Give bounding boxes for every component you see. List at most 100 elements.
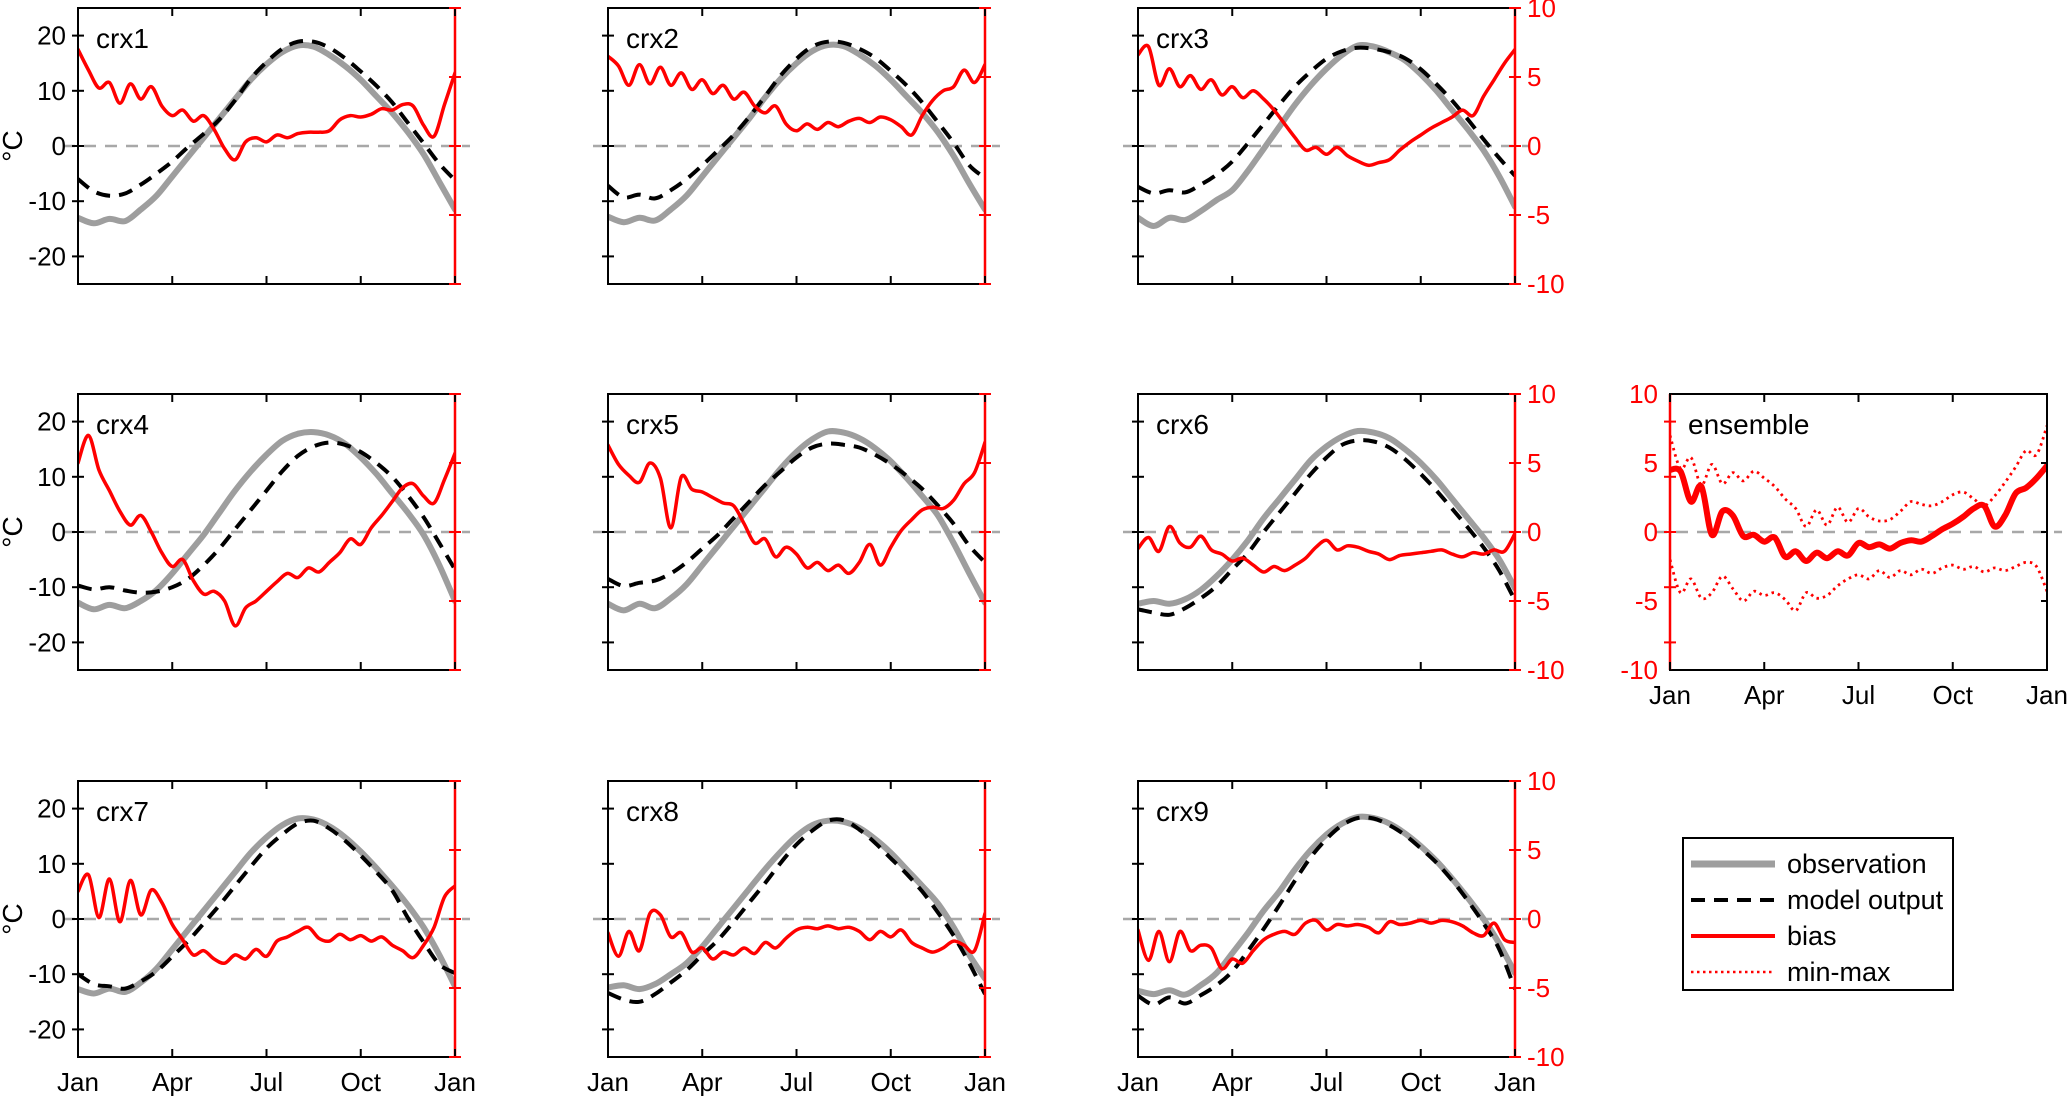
panel-title: crx1 — [96, 23, 149, 54]
x-tick-label: Jul — [780, 1067, 813, 1096]
ensemble-left-tick-label: 10 — [1629, 379, 1658, 409]
y-axis-label: °C — [0, 516, 28, 547]
right-tick-label: -10 — [1527, 655, 1565, 685]
ensemble-left-tick-label: -10 — [1620, 655, 1658, 685]
left-tick-label: -20 — [28, 1014, 66, 1044]
model-output-line — [1138, 45, 1515, 196]
left-tick-label: 20 — [37, 794, 66, 824]
x-tick-label: Apr — [152, 1067, 193, 1096]
panel-crx8: crx8 Jan Apr Jul Oct Jan — [587, 780, 1006, 1096]
legend-label: model output — [1787, 885, 1944, 915]
x-tick-label: Jan — [964, 1067, 1006, 1096]
panel-crx6: crx6 10 5 0 -5 -10 — [1123, 379, 1565, 685]
model-output-line — [608, 39, 985, 201]
left-tick-label: -10 — [28, 959, 66, 989]
bias-line — [78, 872, 455, 966]
left-tick-label: -20 — [28, 627, 66, 657]
left-tick-label: 20 — [37, 407, 66, 437]
legend: observation model output bias min-max — [1682, 837, 1954, 991]
ensemble-left-tick-label: 5 — [1644, 448, 1658, 478]
legend-label: bias — [1787, 921, 1837, 951]
x-tick-label: Jan — [1117, 1067, 1159, 1096]
panel-title: crx7 — [96, 796, 149, 827]
left-tick-label: 10 — [37, 76, 66, 106]
model-output-line — [608, 441, 985, 589]
bias-line — [608, 54, 985, 137]
right-tick-label: 10 — [1527, 766, 1556, 796]
right-tick-label: -5 — [1527, 586, 1550, 616]
x-tick-label: Jan — [57, 1067, 99, 1096]
observation-line — [78, 429, 455, 613]
panel-crx4: crx4 20 10 0 -10 -20 °C — [0, 393, 470, 671]
x-tick-label: Jul — [1310, 1067, 1343, 1096]
right-tick-label: 0 — [1527, 904, 1541, 934]
panel-title: crx3 — [1156, 23, 1209, 54]
left-tick-label: 0 — [52, 517, 66, 547]
y-axis-label: °C — [0, 903, 28, 934]
ensemble-left-tick-label: -5 — [1635, 586, 1658, 616]
bias-line — [78, 433, 455, 628]
panel-title: ensemble — [1688, 409, 1809, 440]
observation-line — [78, 815, 455, 997]
panel-crx2: crx2 — [593, 7, 1000, 285]
right-tick-label: 5 — [1527, 835, 1541, 865]
right-tick-label: 5 — [1527, 62, 1541, 92]
x-tick-label: Jul — [1842, 680, 1875, 710]
bias-max-line — [1670, 425, 2047, 528]
ensemble-left-tick-label: 0 — [1644, 517, 1658, 547]
right-tick-label: -5 — [1527, 973, 1550, 1003]
x-tick-label: Jan — [2026, 680, 2067, 710]
x-tick-label: Apr — [1744, 680, 1785, 710]
x-tick-label: Oct — [1401, 1067, 1442, 1096]
panel-crx1: crx1 20 10 0 -10 -20 °C — [0, 7, 470, 285]
bias-line — [78, 47, 455, 162]
bias-line — [608, 908, 985, 961]
observation-line — [608, 428, 985, 614]
legend-label: min-max — [1787, 957, 1891, 987]
x-tick-label: Oct — [871, 1067, 912, 1096]
panel-crx5: crx5 — [593, 393, 1000, 671]
observation-line — [1138, 41, 1515, 229]
model-output-line — [78, 818, 455, 991]
model-output-line — [78, 440, 455, 595]
bias-line — [608, 440, 985, 576]
panel-crx7: crx7 20 10 0 -10 -20 Jan Apr Jul Oct Jan °C — [0, 780, 476, 1096]
panel-title: crx4 — [96, 409, 149, 440]
panel-title: crx8 — [626, 796, 679, 827]
bias-line — [1138, 524, 1515, 574]
left-tick-label: -20 — [28, 241, 66, 271]
model-output-line — [608, 817, 985, 1005]
right-tick-label: 10 — [1527, 0, 1556, 23]
left-tick-label: 0 — [52, 904, 66, 934]
x-tick-label: Jan — [434, 1067, 476, 1096]
panel-title: crx9 — [1156, 796, 1209, 827]
x-tick-label: Jan — [1494, 1067, 1536, 1096]
left-tick-label: 10 — [37, 849, 66, 879]
right-tick-label: 0 — [1527, 131, 1541, 161]
bias-mean-line — [1670, 462, 2047, 564]
right-tick-label: -5 — [1527, 200, 1550, 230]
panel-title: crx2 — [626, 23, 679, 54]
left-tick-label: -10 — [28, 572, 66, 602]
left-tick-label: 20 — [37, 21, 66, 51]
observation-line — [608, 817, 985, 993]
right-tick-label: -10 — [1527, 1042, 1565, 1072]
x-tick-label: Apr — [682, 1067, 723, 1096]
observation-line — [1138, 427, 1515, 607]
right-tick-label: 0 — [1527, 517, 1541, 547]
left-tick-label: 0 — [52, 131, 66, 161]
x-tick-label: Oct — [1933, 680, 1974, 710]
panel-title: crx5 — [626, 409, 679, 440]
bias-line — [1138, 918, 1515, 971]
x-tick-label: Oct — [341, 1067, 382, 1096]
bias-min-line — [1670, 559, 2047, 613]
panel-title: crx6 — [1156, 409, 1209, 440]
y-axis-label: °C — [0, 130, 28, 161]
right-tick-label: 10 — [1527, 379, 1556, 409]
observation-line — [1138, 813, 1515, 998]
model-output-line — [1138, 815, 1515, 1007]
left-tick-label: -10 — [28, 186, 66, 216]
